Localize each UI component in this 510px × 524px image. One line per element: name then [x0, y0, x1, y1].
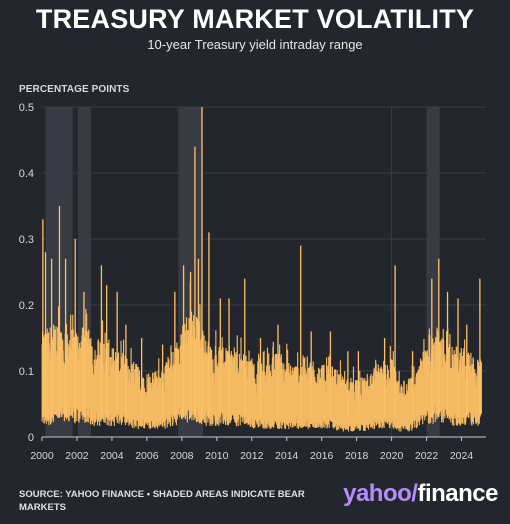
- y-tick-label: 0.4: [19, 168, 34, 180]
- x-tick-label: 2018: [345, 450, 369, 462]
- y-tick-label: 0.5: [19, 102, 34, 114]
- yahoo-finance-logo: yahoo/finance: [343, 480, 498, 508]
- x-tick-label: 2002: [65, 450, 89, 462]
- logo-slash: /: [411, 480, 418, 507]
- y-axis-label: PERCENTAGE POINTS: [19, 84, 130, 95]
- y-tick-label: 0: [28, 432, 34, 444]
- source-note: SOURCE: YAHOO FINANCE • SHADED AREAS IND…: [19, 489, 305, 513]
- x-tick-label: 2022: [415, 450, 439, 462]
- axes: 0 0.1 0.2 0.3 0.4 0.5 2000 2002 2004 2006 2008 2010…: [19, 102, 486, 462]
- logo-finance: finance: [417, 480, 498, 507]
- y-tick-label: 0.1: [19, 366, 34, 378]
- y-tick-label: 0.3: [19, 234, 34, 246]
- x-tick-label: 2016: [310, 450, 334, 462]
- x-tick-label: 2020: [380, 450, 404, 462]
- chart-subtitle: 10-year Treasury yield intraday range: [147, 37, 363, 52]
- chart-title: TREASURY MARKET VOLATILITY: [35, 4, 475, 34]
- x-tick-label: 2010: [205, 450, 229, 462]
- x-tick-label: 2004: [100, 450, 124, 462]
- x-tick-label: 2014: [275, 450, 299, 462]
- x-tick-label: 2012: [240, 450, 264, 462]
- y-tick-label: 0.2: [19, 300, 34, 312]
- x-tick-label: 2024: [450, 450, 474, 462]
- logo-yahoo: yahoo: [343, 480, 412, 507]
- x-tick-label: 2006: [135, 450, 159, 462]
- x-tick-label: 2008: [170, 450, 194, 462]
- x-tick-label: 2000: [30, 450, 54, 462]
- range-bars: [41, 107, 482, 432]
